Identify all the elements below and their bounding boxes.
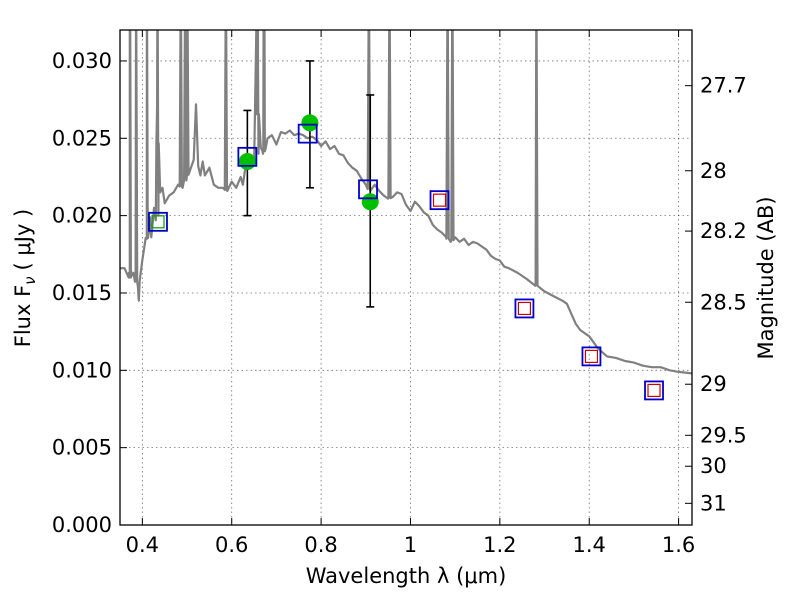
x-tick-label: 0.4 [126,533,159,557]
y2-tick-label: 28.2 [700,219,747,243]
x-tick-label: 0.6 [215,533,248,557]
y2-tick-label: 27.7 [700,74,747,98]
predicted-square [151,215,165,229]
model-photometry-square [644,380,664,401]
y2-axis-label-text: Magnitude (AB) [754,196,778,359]
y-axis-label-main: Flux F [11,285,35,347]
observed-point [301,114,319,132]
y-tick-label: 0.030 [52,49,112,73]
x-tick-label: 1.4 [573,533,606,557]
y-tick-label: 0.020 [52,204,112,228]
observed-point [238,152,256,170]
predicted-square [517,301,532,316]
sed-model-line [120,30,692,375]
y-tick-label: 0.015 [52,281,112,305]
x-tick-label: 0.8 [304,533,337,557]
x-axis-label: Wavelength λ (μm) [306,564,507,588]
y-axis-label-unit: ( μJy ) [11,209,35,271]
y2-tick-label: 31 [700,491,727,515]
predicted-square [432,193,447,207]
y2-axis-label: Magnitude (AB) [754,196,778,359]
y-tick-label: 0.010 [52,358,112,382]
x-tick-label: 1 [404,533,417,557]
x-tick-label: 1.6 [662,533,695,557]
plot-area [120,30,692,401]
predicted-square [647,383,661,398]
model-photometry-square [429,190,450,211]
y2-tick-label: 29 [700,372,727,396]
model-photometry-square [297,123,318,144]
plot-frame [119,29,693,526]
ticks: 0.4 0.6 0.8 1 1.2 1.4 1.6 0.000 0.005 0.010 0.015 0… [52,30,747,557]
y-tick-label: 0.005 [52,436,112,460]
y2-tick-label: 28.5 [700,290,747,314]
x-tick-label: 1.2 [483,533,516,557]
svg-text:Flux Fν( μJy ): Flux Fν ( μJy ) [11,209,39,348]
y2-tick-label: 29.5 [700,423,747,447]
model-photometry-square [358,179,378,200]
model-photometry-square [237,146,258,167]
y-tick-label: 0.000 [52,513,112,537]
y-axis-label: Flux Fν ( μJy ) [11,209,39,348]
model-photometry-square [514,298,535,319]
y-axis-label-sub: ν [21,276,39,284]
predicted-square [584,349,599,363]
y2-tick-label: 28 [700,159,727,183]
observed-point [361,193,379,211]
model-photometry-square [581,346,602,367]
model-photometry-square [148,211,168,232]
y-tick-label: 0.025 [52,126,112,150]
y2-tick-label: 30 [700,454,727,478]
grid [120,30,692,525]
